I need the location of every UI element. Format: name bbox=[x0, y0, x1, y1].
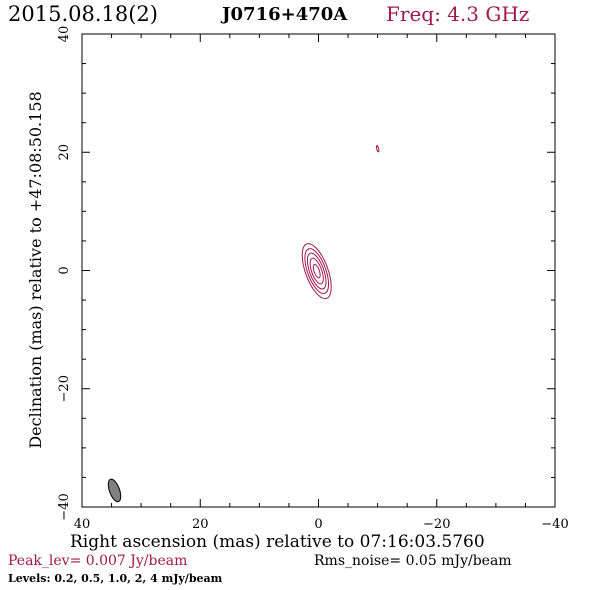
source-name: J0716+470A bbox=[222, 4, 348, 25]
contour-core bbox=[306, 252, 327, 290]
contour-group bbox=[301, 145, 380, 300]
x-tick-label: 0 bbox=[314, 517, 322, 532]
frequency-label: Freq: 4.3 GHz bbox=[386, 2, 530, 26]
contour-core bbox=[301, 243, 332, 300]
x-tick-label: 40 bbox=[74, 517, 91, 532]
x-axis-label: Right ascension (mas) relative to 07:16:… bbox=[70, 532, 485, 552]
plot-frame bbox=[81, 33, 556, 508]
beam-group bbox=[107, 478, 122, 503]
y-tick-label: 0 bbox=[57, 266, 72, 274]
tick-labels: 40 20 0 −20 −40 −40 −20 0 20 40 bbox=[57, 26, 569, 532]
x-tick-label: −20 bbox=[423, 517, 450, 532]
x-tick-label: −40 bbox=[541, 517, 568, 532]
beam-ellipse bbox=[107, 478, 122, 503]
rms-noise: Rms_noise= 0.05 mJy/beam bbox=[314, 553, 512, 569]
x-tick-label: 20 bbox=[192, 517, 209, 532]
contour-core bbox=[312, 263, 321, 279]
y-axis-label: Declination (mas) relative to +47:08:50.… bbox=[26, 91, 45, 448]
contour-knot bbox=[375, 145, 380, 153]
peak-level: Peak_lev= 0.007 Jy/beam bbox=[8, 553, 188, 569]
y-tick-label: −40 bbox=[57, 493, 72, 520]
contour-core bbox=[304, 248, 330, 295]
epoch-date: 2015.08.18(2) bbox=[8, 2, 158, 26]
y-tick-label: 20 bbox=[57, 144, 72, 161]
y-tick-label: 40 bbox=[57, 26, 72, 43]
y-tick-label: −20 bbox=[57, 375, 72, 402]
contour-core bbox=[309, 257, 324, 285]
contour-levels: Levels: 0.2, 0.5, 1.0, 2, 4 mJy/beam bbox=[8, 572, 223, 585]
axis-ticks bbox=[81, 33, 556, 508]
